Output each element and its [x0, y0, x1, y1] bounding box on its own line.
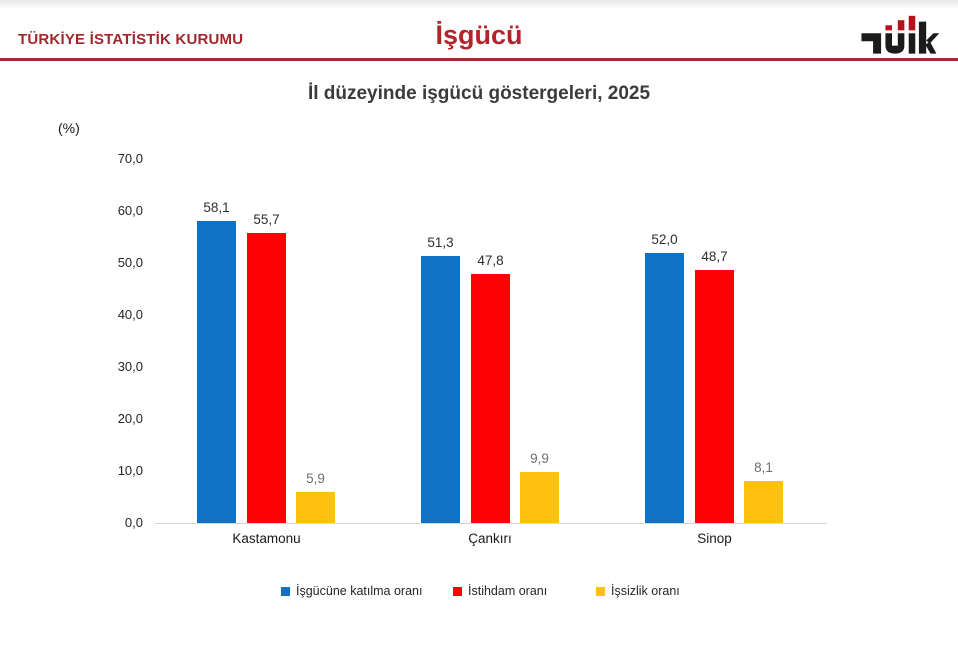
bar-value-label: 9,9: [530, 451, 549, 466]
bar: [421, 256, 460, 523]
bar-value-label: 55,7: [253, 212, 280, 227]
page-title: İşgücü: [435, 20, 523, 50]
legend-swatch: [596, 586, 605, 596]
bar-value-label: 58,1: [203, 200, 230, 215]
org-name: TÜRKİYE İSTATİSTİK KURUMU: [18, 31, 244, 48]
bar: [695, 270, 734, 523]
y-tick-label: 10,0: [117, 463, 143, 478]
y-tick-label: 40,0: [117, 307, 143, 322]
legend-label: İstihdam oranı: [468, 584, 548, 598]
bar: [471, 274, 510, 523]
bar: [744, 481, 783, 523]
x-category-label: Çankırı: [468, 531, 512, 546]
y-axis-unit-label: (%): [58, 120, 80, 136]
chart-title: İl düzeyinde işgücü göstergeleri, 2025: [307, 83, 651, 104]
bar: [520, 472, 559, 523]
legend-label: İşsizlik oranı: [611, 584, 680, 598]
y-tick-label: 50,0: [117, 255, 143, 270]
bar-value-label: 52,0: [651, 232, 678, 247]
legend-swatch: [453, 586, 462, 596]
y-tick-label: 0,0: [124, 515, 143, 530]
y-tick-label: 30,0: [117, 359, 143, 374]
x-axis-line: [155, 523, 827, 524]
y-tick-label: 70,0: [117, 151, 143, 166]
bar-value-label: 8,1: [754, 460, 773, 475]
legend-item: İstihdam oranı: [453, 584, 547, 598]
bar: [296, 492, 335, 523]
legend-label: İşgücüne katılma oranı: [296, 584, 423, 598]
tuik-logo-graphic: [861, 15, 940, 54]
bar-value-label: 48,7: [701, 249, 728, 264]
bar-value-label: 51,3: [427, 235, 454, 250]
bar: [197, 221, 236, 523]
x-category-label: Kastamonu: [232, 531, 301, 546]
bar-value-label: 5,9: [306, 471, 325, 486]
bar: [247, 233, 286, 523]
bar-value-label: 47,8: [477, 253, 504, 268]
header-divider: [0, 58, 958, 61]
bar: [645, 253, 684, 523]
tuik-logo-icon: [860, 11, 940, 57]
y-tick-label: 60,0: [117, 203, 143, 218]
legend-swatch: [281, 586, 290, 596]
legend-item: İşgücüne katılma oranı: [281, 584, 422, 598]
y-tick-label: 20,0: [117, 411, 143, 426]
top-fade-strip: [0, 0, 958, 9]
legend-item: İşsizlik oranı: [596, 584, 680, 598]
x-category-label: Sinop: [697, 531, 732, 546]
